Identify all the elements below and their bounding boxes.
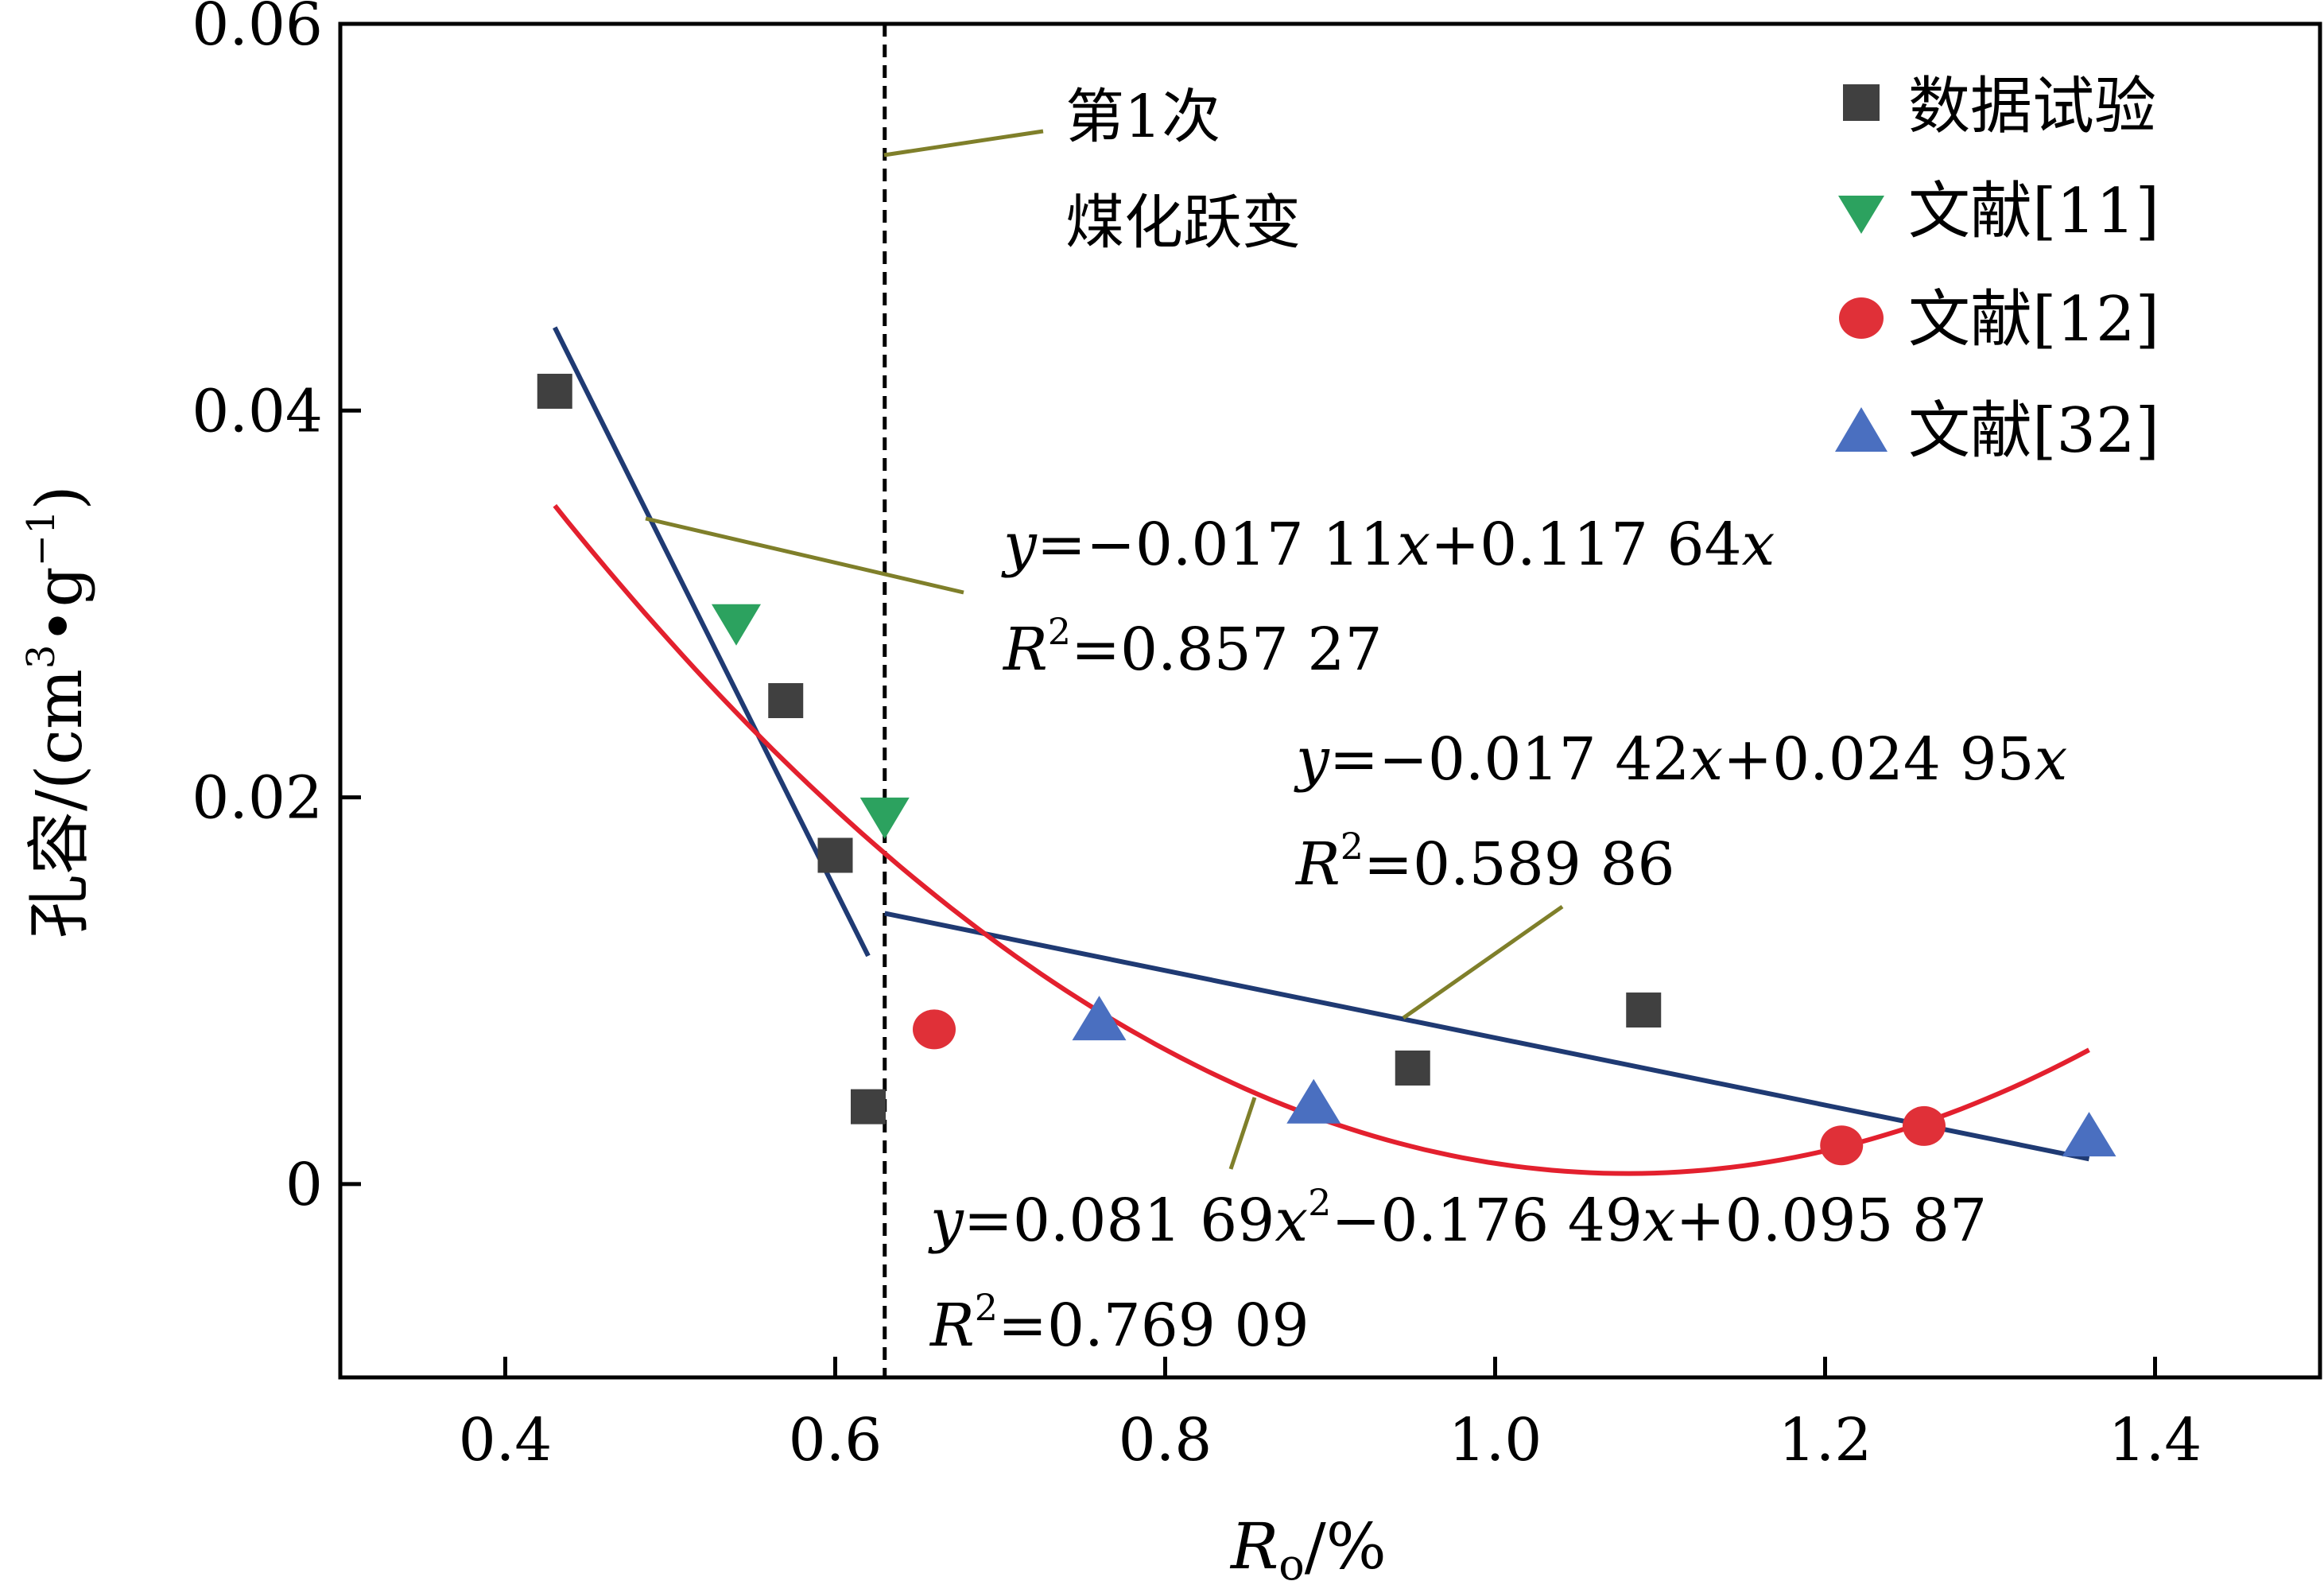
x-axis-title: Ro/% bbox=[1229, 1509, 1387, 1581]
x-tick-label-4: 1.2 bbox=[1779, 1406, 1872, 1474]
eq3-formula: y=0.081 69x2−0.176 49x+0.095 87 bbox=[928, 1181, 1987, 1255]
point-square-0 bbox=[537, 373, 572, 409]
point-square-4 bbox=[1395, 1050, 1430, 1086]
eq3-r2: R2=0.769 09 bbox=[929, 1286, 1309, 1360]
legend-label-1: 数据试验 bbox=[1908, 71, 2156, 142]
jump-label-line2: 煤化跃变 bbox=[1065, 188, 1301, 257]
point-triangle-up-2 bbox=[2062, 1112, 2116, 1157]
point-square-5 bbox=[1626, 992, 1662, 1028]
point-triangle-down-0 bbox=[712, 604, 761, 646]
fit-line-2 bbox=[884, 911, 2090, 1162]
legend-marker-square bbox=[1843, 84, 1880, 121]
y-tick-label-1: 0.02 bbox=[192, 764, 323, 833]
point-circle-0 bbox=[913, 1009, 956, 1050]
y-axis-title: 孔容/(cm3•g−1) bbox=[19, 485, 96, 938]
point-triangle-up-0 bbox=[1072, 996, 1127, 1041]
point-circle-2 bbox=[1903, 1105, 1946, 1146]
leader-eq1 bbox=[645, 516, 964, 595]
point-square-2 bbox=[817, 837, 853, 873]
x-tick-label-0: 0.4 bbox=[459, 1406, 553, 1474]
legend: 数据试验 文献[11] 文献[12] 文献[32] bbox=[1835, 71, 2159, 467]
leader-eq2 bbox=[1402, 904, 1564, 1020]
x-tick-label-3: 1.0 bbox=[1449, 1406, 1542, 1474]
x-tick-label-5: 1.4 bbox=[2109, 1406, 2202, 1474]
legend-label-2: 文献[11] bbox=[1908, 176, 2159, 247]
point-square-3 bbox=[851, 1089, 886, 1125]
eq1-formula: y=−0.017 11x+0.117 64x bbox=[1001, 511, 1775, 579]
jump-label-line1: 第1次 bbox=[1065, 83, 1220, 151]
axis-ticks: 0.4 0.6 0.8 1.0 1.2 1.4 0 0.02 0.04 0.06 bbox=[192, 0, 2202, 1474]
eq1-r2: R2=0.857 27 bbox=[1002, 610, 1383, 684]
y-tick-label-3: 0.06 bbox=[192, 0, 323, 59]
eq2-formula: y=−0.017 42x+0.024 95x bbox=[1294, 725, 2067, 794]
point-circle-1 bbox=[1820, 1125, 1864, 1166]
data-points bbox=[537, 373, 2116, 1166]
x-tick-label-1: 0.6 bbox=[789, 1406, 883, 1474]
legend-label-4: 文献[32] bbox=[1908, 395, 2159, 467]
point-triangle-up-1 bbox=[1286, 1078, 1341, 1124]
plot-frame bbox=[338, 21, 2322, 1380]
legend-label-3: 文献[12] bbox=[1908, 284, 2159, 355]
legend-marker-triangle-up bbox=[1835, 407, 1888, 452]
leader-eq3 bbox=[1228, 1097, 1257, 1170]
fit-line-1 bbox=[553, 326, 871, 958]
legend-marker-circle bbox=[1839, 297, 1884, 339]
annotation-leaders bbox=[645, 129, 1564, 1170]
eq2-r2: R2=0.589 86 bbox=[1294, 825, 1675, 899]
x-tick-label-2: 0.8 bbox=[1119, 1406, 1212, 1474]
leader-jump bbox=[883, 129, 1044, 157]
y-tick-label-2: 0.04 bbox=[192, 377, 323, 445]
point-triangle-down-1 bbox=[859, 797, 910, 839]
legend-marker-triangle-down bbox=[1838, 196, 1884, 234]
point-square-1 bbox=[768, 683, 804, 718]
y-tick-label-0: 0 bbox=[285, 1151, 323, 1219]
